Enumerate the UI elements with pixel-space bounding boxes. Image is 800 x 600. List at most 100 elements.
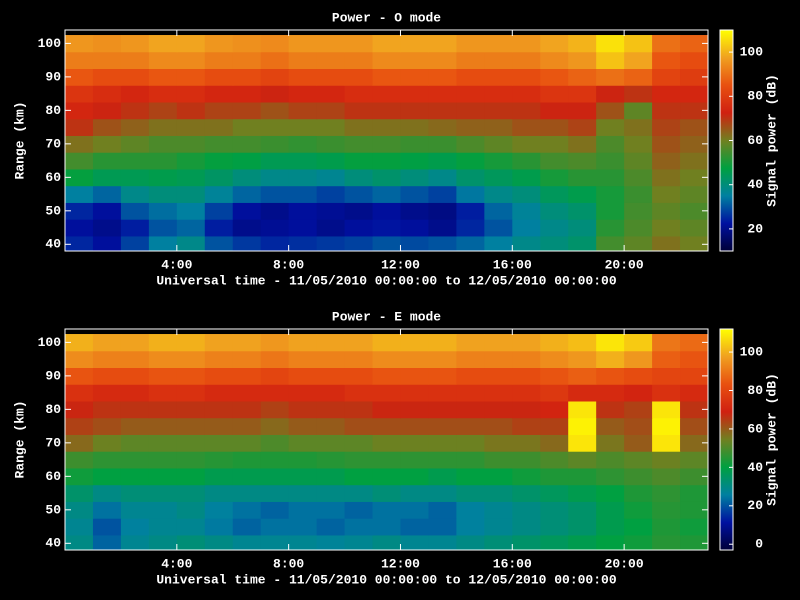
- cell: [288, 417, 318, 435]
- cell: [65, 501, 94, 519]
- cell: [596, 219, 625, 237]
- y-tick-label: 80: [45, 402, 61, 417]
- cell: [288, 202, 318, 220]
- cell: [288, 367, 318, 385]
- cell: [680, 68, 708, 86]
- cell: [92, 384, 122, 402]
- cell: [260, 501, 290, 519]
- x-tick-label: 20:00: [605, 556, 644, 571]
- cell: [652, 501, 681, 519]
- cell: [428, 51, 457, 70]
- cell: [484, 451, 513, 469]
- cell: [176, 434, 206, 452]
- cell: [65, 334, 94, 352]
- cell: [260, 417, 290, 435]
- cell: [148, 101, 178, 120]
- cell: [120, 501, 150, 519]
- cell: [512, 101, 541, 120]
- cell: [316, 85, 346, 103]
- cell: [624, 168, 653, 187]
- cell: [484, 367, 513, 385]
- cell: [120, 451, 150, 469]
- cell: [232, 384, 262, 402]
- cell: [540, 484, 569, 502]
- cell: [484, 384, 513, 402]
- cell: [65, 235, 94, 251]
- cell: [456, 384, 485, 402]
- cell: [652, 51, 681, 70]
- cell: [540, 51, 569, 70]
- cell: [176, 219, 206, 237]
- cell: [260, 384, 290, 402]
- cell: [288, 467, 318, 486]
- y-tick-label: 50: [45, 502, 61, 517]
- cell: [624, 501, 653, 519]
- cell: [344, 118, 374, 136]
- cell: [288, 334, 318, 352]
- cell: [344, 51, 374, 70]
- cell: [456, 168, 485, 187]
- cell: [204, 51, 234, 70]
- cell: [400, 334, 429, 352]
- y-tick-label: 40: [45, 237, 61, 252]
- cell: [512, 334, 541, 352]
- cell: [316, 467, 346, 486]
- cell: [288, 235, 318, 251]
- cell: [428, 501, 457, 519]
- cell: [65, 467, 94, 486]
- cell: [92, 484, 122, 502]
- cell: [512, 235, 541, 251]
- cell: [540, 85, 569, 103]
- cell: [428, 85, 457, 103]
- cell: [624, 35, 653, 53]
- cell: [652, 118, 681, 136]
- cell: [260, 68, 290, 86]
- cell: [65, 118, 94, 136]
- cell: [596, 384, 625, 402]
- cell: [204, 152, 234, 170]
- cell: [512, 168, 541, 187]
- cell: [148, 135, 178, 153]
- cell: [596, 350, 625, 369]
- cell: [288, 501, 318, 519]
- cell: [176, 534, 206, 550]
- cell: [176, 68, 206, 86]
- cell: [260, 334, 290, 352]
- cell: [65, 135, 94, 153]
- cell: [512, 51, 541, 70]
- cell: [260, 185, 290, 203]
- cell: [652, 334, 681, 352]
- cell: [484, 35, 513, 53]
- cell: [400, 202, 429, 220]
- cell: [232, 434, 262, 452]
- cell: [400, 219, 429, 237]
- cell: [624, 384, 653, 402]
- chart-title: Power - E mode: [332, 309, 441, 324]
- cell: [204, 384, 234, 402]
- cell: [484, 152, 513, 170]
- cell: [512, 185, 541, 203]
- cell: [204, 534, 234, 550]
- cell: [232, 101, 262, 120]
- cell: [428, 400, 457, 419]
- cell: [568, 185, 597, 203]
- cell: [204, 85, 234, 103]
- cell: [232, 51, 262, 70]
- cell: [484, 518, 513, 536]
- cell: [120, 168, 150, 187]
- cell: [512, 467, 541, 486]
- cell: [65, 400, 94, 419]
- cell: [428, 135, 457, 153]
- cell: [540, 35, 569, 53]
- cell: [512, 518, 541, 536]
- cell: [428, 518, 457, 536]
- cell: [372, 367, 401, 385]
- cell: [624, 118, 653, 136]
- cell: [428, 152, 457, 170]
- cell: [568, 467, 597, 486]
- cell: [680, 384, 708, 402]
- cell: [400, 367, 429, 385]
- cell: [652, 235, 681, 251]
- y-axis-label: Range (km): [12, 101, 27, 179]
- cell: [232, 467, 262, 486]
